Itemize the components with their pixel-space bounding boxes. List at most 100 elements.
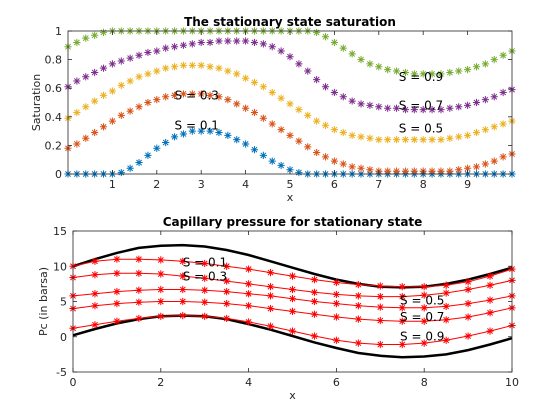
data-point: [472, 128, 481, 137]
data-point: [376, 340, 384, 349]
series-annotation: S = 0.7: [399, 99, 443, 113]
data-point: [354, 280, 362, 289]
y-tick-label: 0.2: [45, 139, 63, 152]
data-point: [135, 255, 143, 263]
data-point: [99, 28, 108, 37]
data-point: [354, 302, 362, 310]
data-point: [321, 83, 330, 91]
data-point: [73, 38, 81, 47]
x-tick-label: 2: [157, 376, 164, 389]
data-point: [135, 298, 143, 306]
data-point: [277, 94, 285, 102]
data-point: [197, 90, 205, 98]
data-point: [332, 278, 340, 287]
data-point: [313, 148, 321, 157]
data-point: [486, 309, 494, 317]
data-point: [437, 70, 445, 78]
data-point: [354, 339, 362, 347]
data-point: [135, 103, 143, 111]
x-tick-label: 1: [109, 178, 116, 191]
data-point: [321, 33, 330, 41]
data-point: [277, 161, 285, 170]
data-point: [428, 106, 436, 114]
series-annotation: S = 0.9: [400, 329, 444, 343]
y-axis-label: Pc (in barsa): [37, 267, 50, 336]
data-point: [481, 160, 489, 168]
data-point: [442, 289, 450, 297]
y-tick-label: 1: [55, 25, 62, 38]
data-point: [108, 87, 116, 95]
data-point: [401, 136, 410, 144]
data-point: [354, 292, 362, 300]
x-tick-label: 4: [245, 376, 252, 389]
data-point: [179, 130, 188, 138]
data-point: [419, 136, 427, 144]
data-point: [135, 73, 143, 81]
data-point: [490, 157, 498, 165]
data-point: [366, 166, 374, 174]
data-point: [179, 90, 188, 98]
data-point: [490, 93, 498, 101]
x-tick-label: 9: [464, 178, 471, 191]
data-point: [215, 64, 223, 72]
data-point: [99, 123, 108, 131]
data-point: [268, 120, 276, 128]
data-point: [401, 106, 410, 114]
data-point: [384, 66, 392, 74]
data-point: [91, 31, 99, 39]
data-point: [135, 158, 143, 167]
data-point: [310, 310, 319, 318]
data-point: [201, 259, 209, 268]
data-point: [357, 100, 365, 108]
data-point: [295, 60, 303, 68]
data-point: [398, 304, 406, 312]
data-point: [197, 38, 205, 47]
data-point: [206, 38, 214, 47]
series-annotation: S = 0.1: [175, 119, 219, 133]
data-point: [304, 143, 312, 151]
data-point: [224, 67, 232, 75]
data-point: [242, 37, 250, 45]
data-point: [82, 73, 90, 81]
x-axis-label: x: [289, 389, 296, 402]
data-point: [481, 60, 489, 68]
series-annotation: S = 0.7: [400, 310, 444, 324]
data-point: [490, 123, 498, 131]
x-tick-label: 6: [331, 178, 338, 191]
data-point: [348, 131, 356, 139]
data-point: [266, 283, 275, 291]
data-point: [357, 133, 365, 141]
data-point: [313, 28, 321, 37]
data-point: [223, 288, 231, 296]
data-point: [91, 271, 99, 279]
data-point: [499, 120, 507, 128]
data-point: [310, 297, 319, 306]
data-point: [375, 63, 383, 71]
data-point: [376, 316, 384, 325]
data-point: [442, 281, 450, 289]
y-tick-label: 5: [60, 296, 67, 309]
y-tick-label: 15: [53, 225, 67, 238]
data-point: [481, 126, 489, 134]
data-point: [486, 281, 494, 289]
data-point: [153, 67, 161, 75]
data-point: [442, 316, 450, 324]
data-point: [170, 63, 179, 71]
data-point: [153, 96, 161, 104]
data-point: [392, 136, 401, 144]
data-point: [91, 302, 99, 310]
data-point: [162, 44, 170, 52]
data-point: [259, 40, 267, 48]
x-tick-label: 2: [153, 178, 160, 191]
chart-1: 1 2 3 4 5 6 7 8 9 0 0.2 0.4 0.6 0.8 1 S = 0.1 S = 0.3 S =…: [30, 15, 516, 204]
x-tick-label: 4: [242, 178, 249, 191]
y-tick-label: 0.4: [45, 111, 63, 124]
data-point: [357, 56, 365, 64]
data-point: [113, 317, 121, 325]
data-point: [437, 136, 445, 144]
data-point: [288, 327, 297, 335]
data-point: [288, 272, 297, 280]
data-point: [339, 128, 347, 137]
data-point: [332, 290, 340, 299]
data-point: [464, 285, 472, 294]
